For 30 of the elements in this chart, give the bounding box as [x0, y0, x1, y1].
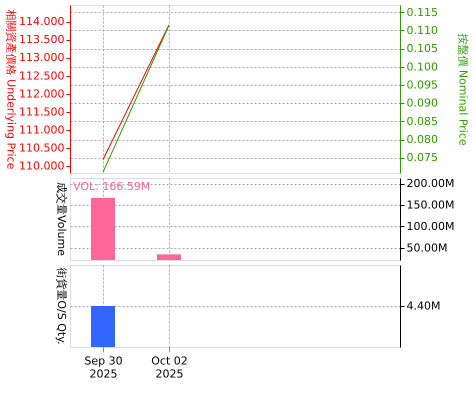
y-tick-label: 112.000 — [19, 87, 64, 100]
y-axis-title: 成交量Volume — [55, 182, 68, 256]
y-axis-title: 相關資產價格 Underlying Price — [4, 10, 18, 170]
y2-tick-label: 0.085 — [406, 114, 438, 128]
y-tick-label: 150.00M — [406, 198, 454, 212]
y-tick-label: 113.000 — [19, 51, 64, 64]
y2-tick-label: 0.110 — [406, 24, 438, 37]
x-tick-label: Oct 02 2025 — [151, 354, 188, 380]
y-tick-label: 111.500 — [19, 105, 64, 118]
y2-tick-label: 0.095 — [406, 78, 438, 92]
y-tick-label: 113.500 — [19, 33, 64, 46]
y-axis-title: 街貨量O/S Qty. — [55, 267, 68, 345]
y-tick-label: 110.500 — [19, 142, 64, 155]
y-tick-label: 50.00M — [406, 241, 448, 254]
y-tick-label: 200.00M — [406, 177, 454, 190]
y-tick-label: 112.500 — [19, 69, 64, 82]
y2-axis-title: 按盤價 Nominal Price — [456, 33, 470, 146]
y-tick-label: 100.00M — [406, 220, 454, 233]
y-tick-label: 4.40M — [406, 300, 440, 312]
y2-tick-label: 0.105 — [406, 42, 438, 56]
y-tick-label: 111.000 — [19, 124, 64, 137]
y2-tick-label: 0.075 — [406, 151, 438, 164]
y2-tick-label: 0.115 — [406, 6, 438, 19]
x-tick-label: Sep 30 2025 — [84, 354, 123, 380]
y2-tick-label: 0.100 — [406, 60, 438, 74]
y2-tick-label: 0.080 — [406, 133, 438, 146]
y-tick-label: 110.000 — [19, 160, 64, 173]
y-tick-label: 114.000 — [19, 15, 64, 28]
y2-tick-label: 0.090 — [406, 96, 438, 110]
annotation: VOL: 166.59M — [73, 180, 150, 193]
